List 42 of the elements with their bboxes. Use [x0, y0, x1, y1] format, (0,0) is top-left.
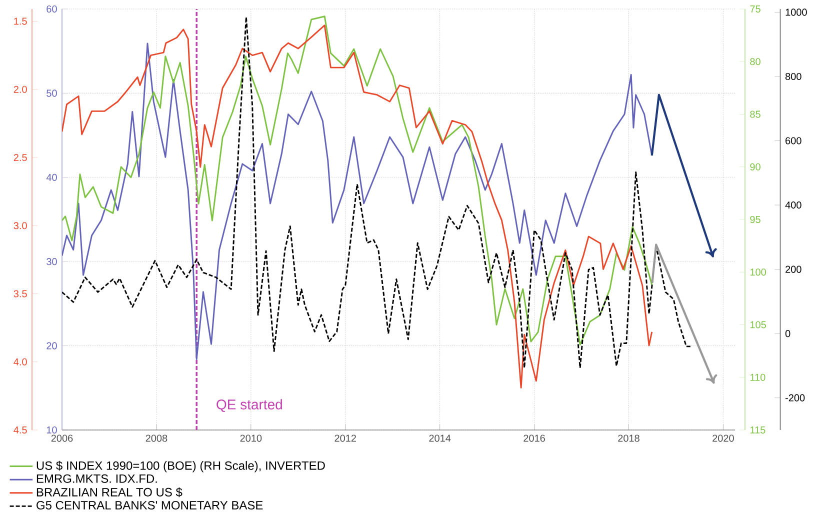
x-tick-label: 2020 [712, 434, 734, 442]
y2-tick-label: 110 [750, 374, 766, 381]
y-tick-label: 3.0 [14, 222, 27, 230]
y2-tick-label: -200 [785, 394, 805, 402]
y-tick-label: 40 [46, 174, 57, 181]
y2-tick-label: 95 [750, 216, 760, 224]
y-tick-label: 4.0 [14, 358, 27, 366]
y2-tick-label: 200 [786, 266, 802, 273]
y2-tick-label: 85 [750, 110, 760, 118]
y2-tick-label: 400 [785, 201, 802, 209]
x-tick-label: 2014 [429, 434, 451, 442]
y2-tick-label: 600 [786, 137, 802, 144]
y-tick-label: 2.0 [14, 86, 27, 93]
legend-label: BRAZILIAN REAL TO US $ [36, 487, 182, 498]
y2-tick-label: 105 [750, 321, 766, 328]
y2-tick-label: 100 [750, 268, 766, 276]
y-tick-label: 50 [46, 90, 57, 97]
x-tick-label: 2012 [334, 434, 356, 442]
y-tick-label: 4.5 [14, 426, 27, 434]
y-tick-label: 60 [46, 5, 57, 13]
y-tick-label: 2.5 [14, 154, 27, 162]
y-tick-label: 30 [46, 258, 57, 266]
y-tick-label: 3.5 [14, 290, 27, 298]
y2-tick-label: 115 [750, 426, 766, 434]
x-tick-label: 2010 [240, 434, 262, 442]
y-tick-label: 10 [46, 426, 57, 434]
text: US $ INDEX 1990=100 (BOE) (RH Scale), INVERTED [36, 460, 325, 472]
y2-tick-label: 90 [750, 163, 760, 170]
y-tick-label: 1.5 [14, 18, 27, 25]
x-tick-label: 2018 [618, 434, 640, 442]
y-tick-label: 20 [46, 342, 57, 350]
x-tick-label: 2008 [146, 434, 168, 442]
legend-label: G5 CENTRAL BANKS' MONETARY BASE [36, 500, 263, 510]
ref-line-label: QE started [216, 399, 282, 412]
y2-tick-label: 80 [750, 58, 760, 66]
x-tick-label: 2006 [51, 434, 73, 442]
y2-tick-label: 1000 [786, 8, 807, 16]
text: EMRG.MKTS. IDX.FD. [36, 474, 157, 483]
x-tick-label: 2016 [524, 434, 545, 442]
y2-tick-label: 800 [785, 72, 802, 80]
y2-tick-label: 75 [750, 6, 760, 12]
y2-tick-label: 0 [785, 330, 790, 338]
